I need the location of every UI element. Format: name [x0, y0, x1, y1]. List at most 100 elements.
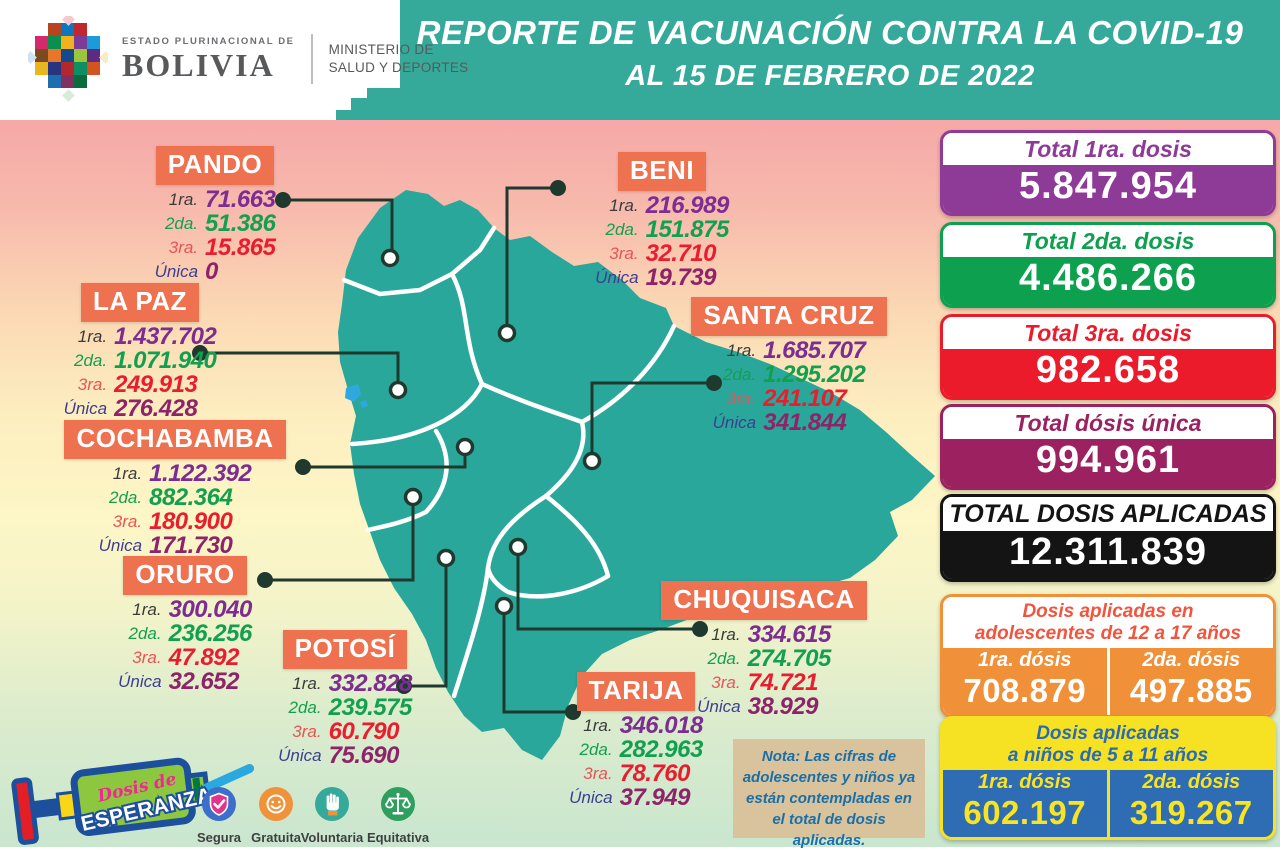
dose-label: 1ra.	[609, 196, 639, 215]
dose-value: 249.913	[114, 371, 198, 398]
dept-name-badge: BENI	[617, 152, 707, 191]
dose-value: 37.949	[619, 784, 691, 811]
note-box: Nota: Las cifras de adolescentes y niños…	[733, 739, 925, 849]
dose-label: 3ra.	[609, 244, 639, 263]
dept-potosi: POTOSÍ 1ra. 332.828 2da. 239.575 3ra. 60.79…	[235, 630, 455, 768]
dose-value: 239.575	[328, 694, 413, 721]
report-title-line1: REPORTE DE VACUNACIÓN CONTRA LA COVID-19	[416, 14, 1244, 51]
report-title-line2: AL 15 DE FEBRERO DE 2022	[625, 60, 1035, 92]
dept-tarija: TARIJA 1ra. 346.018 2da. 282.963 3ra. 78.76…	[526, 672, 746, 810]
total-label: Total 1ra. dosis	[943, 133, 1273, 165]
dose-value: 274.705	[747, 645, 832, 672]
report-title: REPORTE DE VACUNACIÓN CONTRA LA COVID-19…	[400, 14, 1260, 93]
shield-check-icon	[202, 787, 236, 821]
children-doses-box: Dosis aplicadas a niños de 5 a 11 años 1…	[940, 716, 1276, 840]
total-all-doses-box: TOTAL DOSIS APLICADAS 12.311.839	[940, 494, 1276, 582]
dose-label: 3ra.	[77, 375, 108, 394]
total-value: 12.311.839	[943, 531, 1273, 579]
dose-label: 1ra.	[112, 464, 143, 483]
dose-label: 2da.	[579, 740, 613, 759]
dose-value: 282.963	[619, 736, 704, 763]
children-1st-dose-cell: 1ra. dósis 602.197	[943, 769, 1107, 837]
esperanza-syringe-logo: Dosis de ESPERANZA	[11, 757, 255, 845]
dose-value: 1.295.202	[763, 361, 866, 388]
total-unique-dose-box: Total dósis única 994.961	[940, 404, 1276, 490]
lake-titicaca	[345, 384, 368, 408]
dose-label: 3ra.	[583, 764, 613, 783]
dose-label: Única	[712, 413, 757, 432]
children-2nd-dose-cell: 2da. dósis 319.267	[1109, 769, 1273, 837]
ministry-label: MINISTERIO DE SALUD Y DEPORTES	[328, 42, 469, 75]
dose-label: 1ra.	[168, 190, 199, 209]
country-pre-label: ESTADO PLURINACIONAL DE	[122, 36, 295, 48]
dose-value: 151.875	[645, 216, 730, 243]
dose-value: 341.844	[763, 409, 847, 436]
bolivia-outline	[338, 190, 935, 760]
total-label: Total 3ra. dosis	[943, 317, 1273, 349]
dose-value: 32.652	[168, 668, 240, 695]
dose-value: 300.040	[168, 596, 253, 623]
dose-label: 1ra.	[583, 716, 613, 735]
note-prefix: Nota:	[761, 748, 801, 765]
dose-label: Única	[595, 268, 639, 287]
dose-label: 2da.	[288, 698, 322, 717]
dose-value: 60.790	[328, 718, 400, 745]
dept-name-badge: CHUQUISACA	[661, 581, 867, 620]
dept-oruro: ORURO 1ra. 300.040 2da. 236.256 3ra. 47.892…	[75, 556, 295, 694]
dose-value: 276.428	[114, 395, 198, 422]
dept-beni: BENI 1ra. 216.989 2da. 151.875 3ra. 32.710 …	[552, 152, 772, 290]
smiley-icon	[259, 787, 293, 821]
dose-label: 3ra.	[711, 673, 741, 692]
dose-value: 1.071.940	[114, 347, 217, 374]
dose-value: 78.760	[619, 760, 691, 787]
dose-value: 71.663	[205, 186, 276, 213]
dose-value: 15.865	[205, 234, 276, 261]
country-name: BOLIVIA	[122, 46, 275, 83]
total-2nd-dose-box: Total 2da. dosis 4.486.266	[940, 222, 1276, 308]
dose-value: 47.892	[168, 644, 240, 671]
dose-label: 2da.	[74, 351, 108, 370]
principle-segura: Segura	[181, 786, 257, 845]
dose-label: Única	[278, 746, 322, 765]
dept-name-badge: ORURO	[123, 556, 247, 595]
dept-name-badge: COCHABAMBA	[64, 420, 286, 459]
dose-value: 171.730	[149, 532, 233, 559]
dose-label: 2da.	[109, 488, 143, 507]
dose-label: 3ra.	[292, 722, 322, 741]
dept-name-badge: TARIJA	[576, 672, 696, 711]
gov-logo: ESTADO PLURINACIONAL DE BOLIVIA MINISTER…	[28, 16, 468, 102]
raised-hand-icon	[315, 787, 349, 821]
total-value: 4.486.266	[943, 257, 1273, 305]
principle-equitativa: Equitativa	[360, 786, 436, 845]
dose-label: 2da.	[164, 214, 199, 233]
dose-label: Única	[154, 262, 199, 281]
dose-value: 236.256	[168, 620, 253, 647]
dose-label: 1ra.	[726, 341, 757, 360]
dose-value: 241.107	[763, 385, 847, 412]
principle-gratuita: Gratuita	[238, 786, 314, 845]
balance-scale-icon	[381, 787, 415, 821]
dose-value: 180.900	[149, 508, 233, 535]
dose-label: 2da.	[723, 365, 757, 384]
dept-name-badge: LA PAZ	[81, 283, 199, 322]
adolescents-doses-box: Dosis aplicadas en adolescentes de 12 a …	[940, 594, 1276, 718]
total-value: 5.847.954	[943, 165, 1273, 213]
dose-value: 75.690	[328, 742, 400, 769]
dose-label: Única	[118, 672, 162, 691]
note-body: Las cifras de adolescentes y niños ya es…	[742, 748, 916, 849]
total-value: 994.961	[943, 439, 1273, 487]
dose-value: 346.018	[619, 712, 704, 739]
dose-label: 3ra.	[726, 389, 757, 408]
dose-value: 882.364	[149, 484, 233, 511]
logo-divider	[310, 34, 313, 84]
adolescents-title: Dosis aplicadas en adolescentes de 12 a …	[943, 597, 1273, 648]
total-label: TOTAL DOSIS APLICADAS	[943, 497, 1273, 531]
children-title: Dosis aplicadas a niños de 5 a 11 años	[943, 719, 1273, 770]
dose-label: Única	[697, 697, 741, 716]
dose-value: 216.989	[645, 192, 730, 219]
adolescents-2nd-dose-cell: 2da. dósis 497.885	[1109, 647, 1273, 715]
total-3rd-dose-box: Total 3ra. dosis 982.658	[940, 314, 1276, 400]
dept-pando: PANDO 1ra. 71.663 2da. 51.386 3ra. 15.865 Ú…	[105, 146, 325, 284]
total-label: Total dósis única	[943, 407, 1273, 439]
dose-label: 2da.	[128, 624, 162, 643]
